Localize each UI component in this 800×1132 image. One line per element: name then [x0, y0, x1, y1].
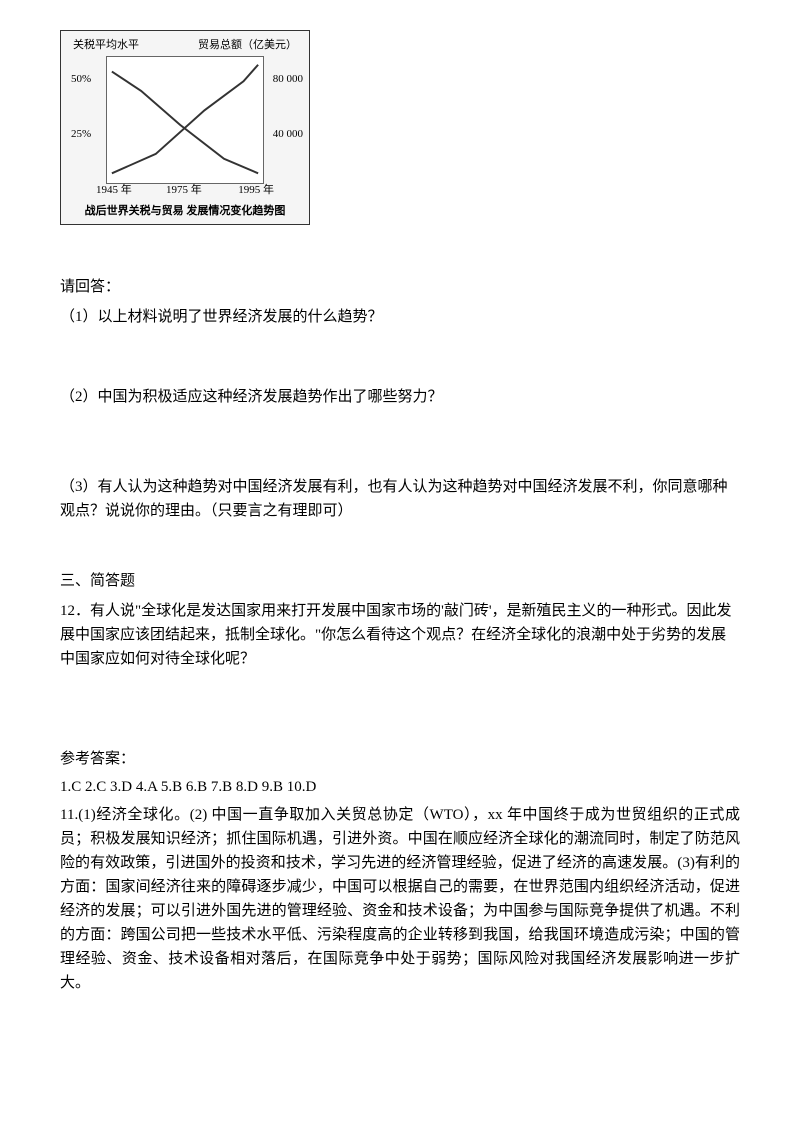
right-tick-2: 40 000 [273, 126, 303, 144]
question-intro: 请回答： [60, 275, 740, 299]
chart-lines [107, 57, 263, 183]
right-tick-1: 80 000 [273, 71, 303, 89]
question-2: （2）中国为积极适应这种经济发展趋势作出了哪些努力？ [60, 385, 740, 409]
answers-choice: 1.C 2.C 3.D 4.A 5.B 6.B 7.B 8.D 9.B 10.D [60, 775, 740, 799]
trend-chart: 关税平均水平 贸易总额（亿美元） 50% 25% 80 000 40 000 1… [60, 30, 310, 225]
answer-11: 11.(1)经济全球化。(2) 中国一直争取加入关贸总协定（WTO），xx 年中… [60, 803, 740, 995]
right-axis-label: 贸易总额（亿美元） [198, 37, 297, 55]
question-12: 12．有人说"全球化是发达国家用来打开发展中国家市场的'敲门砖'，是新殖民主义的… [60, 599, 740, 671]
x-tick-2: 1975 年 [166, 182, 202, 200]
section-3-title: 三、简答题 [60, 569, 740, 593]
x-tick-3: 1995 年 [238, 182, 274, 200]
chart-plot-area [106, 56, 264, 184]
left-axis-label: 关税平均水平 [73, 37, 139, 55]
left-tick-2: 25% [71, 126, 91, 144]
question-3: （3）有人认为这种趋势对中国经济发展有利，也有人认为这种趋势对中国经济发展不利，… [60, 475, 740, 523]
trade-line [112, 65, 258, 174]
answers-title: 参考答案： [60, 747, 740, 771]
left-tick-1: 50% [71, 71, 91, 89]
chart-caption: 战后世界关税与贸易 发展情况变化趋势图 [61, 203, 309, 221]
x-tick-1: 1945 年 [96, 182, 132, 200]
question-1: （1）以上材料说明了世界经济发展的什么趋势？ [60, 305, 740, 329]
